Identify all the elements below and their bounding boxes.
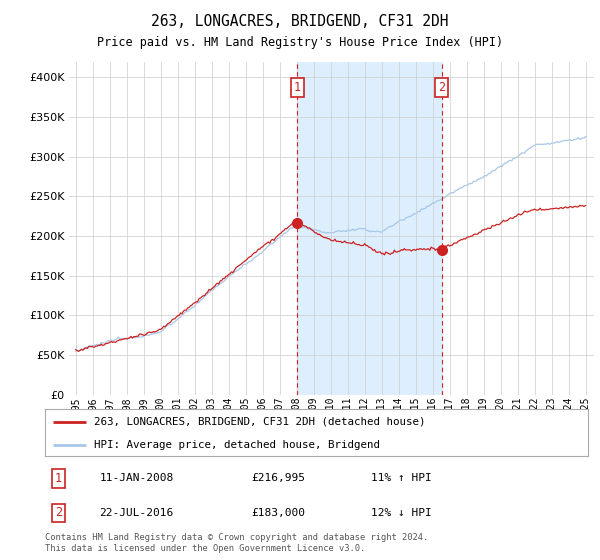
Text: 2: 2 (439, 81, 445, 95)
Text: £216,995: £216,995 (251, 473, 305, 483)
Text: 263, LONGACRES, BRIDGEND, CF31 2DH: 263, LONGACRES, BRIDGEND, CF31 2DH (151, 14, 449, 29)
Text: Contains HM Land Registry data © Crown copyright and database right 2024.
This d: Contains HM Land Registry data © Crown c… (45, 533, 428, 553)
Text: 11-JAN-2008: 11-JAN-2008 (100, 473, 173, 483)
Text: 22-JUL-2016: 22-JUL-2016 (100, 508, 173, 518)
Text: £183,000: £183,000 (251, 508, 305, 518)
Text: 263, LONGACRES, BRIDGEND, CF31 2DH (detached house): 263, LONGACRES, BRIDGEND, CF31 2DH (deta… (94, 417, 425, 427)
Text: 12% ↓ HPI: 12% ↓ HPI (371, 508, 431, 518)
Text: 1: 1 (55, 472, 62, 485)
Bar (298, 62, 442, 395)
Text: 2: 2 (55, 506, 62, 520)
Text: 11% ↑ HPI: 11% ↑ HPI (371, 473, 431, 483)
Text: Price paid vs. HM Land Registry's House Price Index (HPI): Price paid vs. HM Land Registry's House … (97, 36, 503, 49)
Text: HPI: Average price, detached house, Bridgend: HPI: Average price, detached house, Brid… (94, 440, 380, 450)
Text: 1: 1 (294, 81, 301, 95)
